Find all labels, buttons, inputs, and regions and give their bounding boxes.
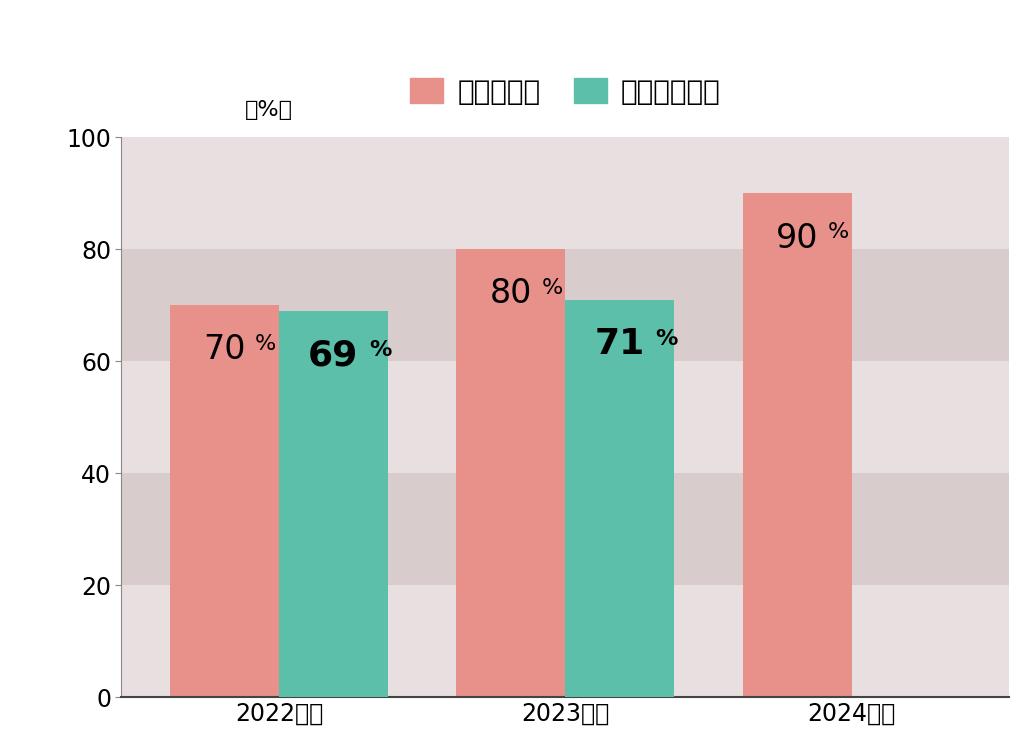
Text: %: %	[827, 222, 849, 243]
Bar	[122, 361, 1009, 473]
Bar	[279, 311, 388, 697]
Bar	[742, 194, 852, 697]
Text: 69: 69	[308, 339, 358, 373]
Bar	[122, 585, 1009, 697]
Text: 70: 70	[204, 333, 246, 367]
Bar	[170, 305, 279, 697]
Text: %: %	[542, 278, 562, 299]
Text: 71: 71	[595, 327, 645, 361]
Text: %: %	[370, 340, 391, 360]
Bar	[457, 249, 565, 697]
Text: 90: 90	[776, 222, 818, 255]
Text: 80: 80	[489, 277, 532, 311]
Bar	[565, 299, 674, 697]
Bar	[122, 138, 1009, 249]
Bar	[122, 473, 1009, 585]
Text: %: %	[655, 329, 678, 349]
Text: （%）: （%）	[245, 101, 293, 120]
Bar	[122, 249, 1009, 361]
Legend: 目標実施率, 実際の実施率: 目標実施率, 実際の実施率	[410, 79, 721, 107]
Text: %: %	[255, 334, 276, 355]
